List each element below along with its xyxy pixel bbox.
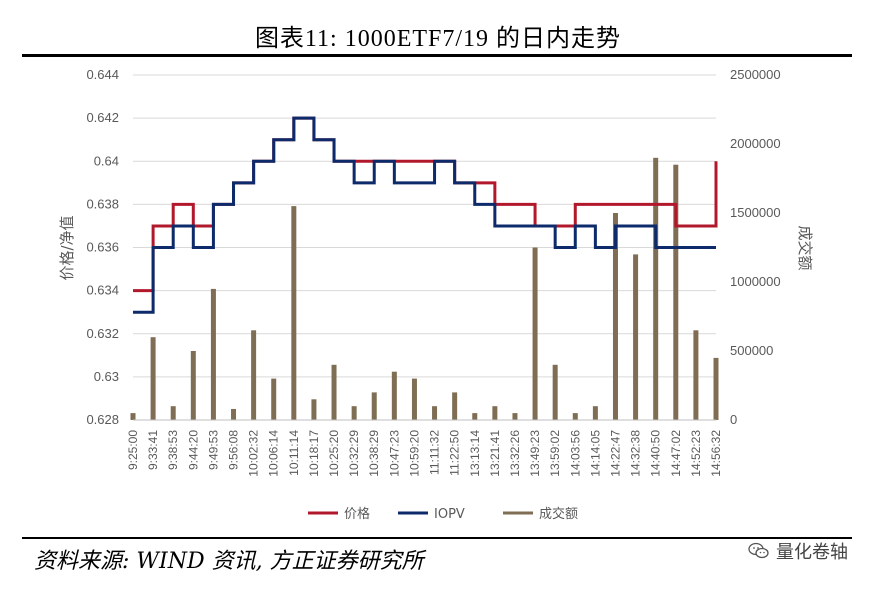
- watermark: 量化卷轴: [748, 538, 848, 564]
- left-axis-label: 价格/净值: [58, 215, 76, 280]
- x-tick-label: 9:38:53: [166, 430, 180, 470]
- x-tick-label: 14:47:02: [669, 430, 683, 477]
- y2-tick-label: 500000: [730, 343, 773, 358]
- wechat-icon: [748, 542, 769, 559]
- legend: 价格 IOPV 成交额: [308, 506, 578, 522]
- volume-bar: [351, 406, 357, 420]
- x-tick-label: 13:21:41: [488, 430, 502, 477]
- x-tick-label: 13:59:02: [548, 430, 562, 477]
- x-tick-label: 14:56:32: [709, 430, 723, 477]
- volume-bar: [170, 406, 176, 420]
- x-tick-label: 10:25:20: [327, 430, 341, 477]
- y2-tick-label: 1500000: [730, 205, 781, 220]
- legend-label: IOPV: [434, 507, 465, 522]
- x-tick-label: 13:13:14: [468, 430, 482, 477]
- source-note: 资料来源: WIND 资讯, 方正证券研究所: [34, 549, 424, 574]
- volume-bar: [251, 330, 257, 420]
- volume-bar: [592, 406, 598, 420]
- x-tick-label: 10:18:17: [307, 430, 321, 477]
- volume-bar: [130, 413, 136, 420]
- y-tick-label: 0.63: [94, 369, 119, 384]
- x-tick-label: 11:22:50: [448, 430, 462, 476]
- volume-bar: [653, 157, 659, 421]
- left-axis-ticks: 0.644 0.642 0.64 0.638 0.636 0.634 0.632 0.63 0.…: [86, 67, 119, 427]
- y-tick-label: 0.642: [86, 110, 119, 125]
- volume-bar: [693, 330, 699, 420]
- volume-bar: [391, 371, 397, 420]
- x-tick-label: 13:32:26: [508, 430, 522, 477]
- volume-bar: [231, 408, 237, 420]
- series-line: [133, 116, 716, 314]
- y2-tick-label: 0: [730, 412, 737, 427]
- volume-bar: [371, 392, 377, 420]
- y-tick-label: 0.632: [86, 326, 119, 341]
- x-tick-label: 10:32:29: [347, 430, 361, 477]
- volume-bar: [512, 413, 518, 420]
- x-tick-label: 14:32:38: [629, 430, 643, 477]
- title-rule: [22, 54, 852, 57]
- footer-rule: [22, 537, 852, 539]
- x-tick-label: 14:40:50: [649, 430, 663, 477]
- right-axis-label: 成交额: [796, 225, 814, 270]
- y-tick-label: 0.628: [86, 412, 119, 427]
- x-tick-label: 9:44:20: [186, 430, 200, 470]
- y-tick-label: 0.636: [86, 240, 119, 255]
- volume-bar: [452, 392, 458, 420]
- volume-bar: [271, 378, 277, 420]
- right-axis-ticks: 2500000 2000000 1500000 1000000 500000 0: [730, 67, 781, 427]
- y-tick-label: 0.64: [94, 153, 119, 168]
- x-axis-ticks: 9:25:00 9:33:41 9:38:53 9:44:20 9:49:53 9:56:…: [126, 430, 723, 477]
- volume-bar: [633, 254, 639, 420]
- volume-bar: [572, 413, 578, 420]
- x-tick-label: 10:02:32: [247, 430, 261, 477]
- x-tick-label: 14:52:23: [689, 430, 703, 477]
- volume-bar: [552, 364, 558, 420]
- watermark-text: 量化卷轴: [776, 542, 848, 563]
- volume-bars: [130, 157, 719, 421]
- volume-bar: [673, 164, 679, 420]
- x-tick-label: 9:49:53: [206, 430, 220, 470]
- x-tick-label: 10:11:14: [287, 430, 301, 476]
- legend-label: 成交额: [539, 506, 578, 522]
- volume-bar: [472, 413, 478, 420]
- volume-bar: [432, 406, 438, 420]
- y-tick-label: 0.644: [86, 67, 119, 82]
- x-tick-label: 10:06:14: [267, 430, 281, 477]
- y-tick-label: 0.634: [86, 283, 119, 298]
- x-tick-label: 13:49:23: [528, 430, 542, 477]
- gridlines: [133, 74, 716, 378]
- x-tick-label: 10:59:20: [407, 430, 421, 477]
- x-tick-label: 10:38:29: [367, 430, 381, 477]
- price-lines: [133, 116, 718, 314]
- volume-bar: [411, 378, 417, 420]
- volume-bar: [291, 206, 297, 420]
- volume-bar: [492, 406, 498, 420]
- x-tick-label: 9:56:08: [227, 430, 241, 470]
- intraday-chart: 0.644 0.642 0.64 0.638 0.636 0.634 0.632 0.63 0.…: [58, 67, 814, 522]
- y-tick-label: 0.638: [86, 196, 119, 211]
- volume-bar: [311, 399, 317, 420]
- volume-bar: [713, 357, 719, 420]
- x-tick-label: 14:22:47: [608, 430, 622, 477]
- x-tick-label: 9:25:00: [126, 430, 140, 470]
- volume-bar: [331, 364, 337, 420]
- volume-bar: [190, 351, 196, 420]
- page-title: 图表11: 1000ETF7/19 的日内走势: [254, 26, 622, 52]
- volume-bar: [612, 213, 618, 420]
- y2-tick-label: 2000000: [730, 136, 781, 151]
- x-tick-label: 11:11:32: [428, 430, 442, 475]
- x-tick-label: 14:03:56: [568, 430, 582, 477]
- y2-tick-label: 1000000: [730, 274, 781, 289]
- volume-bar: [532, 247, 538, 420]
- volume-bar: [210, 288, 216, 420]
- legend-label: 价格: [344, 506, 370, 522]
- x-tick-label: 14:14:05: [588, 430, 602, 477]
- y2-tick-label: 2500000: [730, 67, 781, 82]
- x-tick-label: 9:33:41: [146, 430, 160, 470]
- x-tick-label: 10:47:23: [387, 430, 401, 477]
- volume-bar: [150, 337, 156, 420]
